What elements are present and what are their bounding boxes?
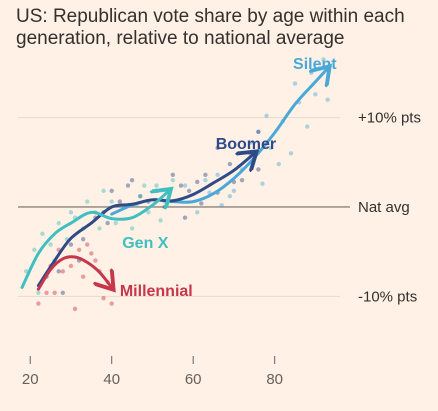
scatter-point-millennial-3 <box>60 269 66 274</box>
series-lines-layer <box>20 68 328 289</box>
scatter-point-genx-26 <box>142 183 147 188</box>
series-labels-layer: Silent Boomer Gen X Millennial <box>120 56 337 300</box>
scatter-point-boomer-16 <box>195 179 200 185</box>
scatter-point-genx-1 <box>32 247 37 253</box>
scatter-point-boomer-2 <box>68 242 74 247</box>
reference-label-2: -10% pts <box>358 288 417 305</box>
scatter-point-genx-4 <box>56 220 61 226</box>
scatter-point-millennial-2 <box>52 290 57 295</box>
scatter-point-silent-15 <box>203 177 208 183</box>
x-tick-label-3: 80 <box>266 371 283 388</box>
scatter-point-boomer-29 <box>182 215 188 220</box>
scatter-points-layer <box>23 57 330 312</box>
scatter-point-boomer-19 <box>227 161 233 167</box>
scatter-point-genx-10 <box>113 220 118 226</box>
scatter-point-silent-6 <box>248 140 253 145</box>
scatter-point-genx-20 <box>109 199 114 204</box>
scatter-point-boomer-22 <box>256 129 261 135</box>
series-line-boomer <box>36 153 254 288</box>
scatter-point-millennial-0 <box>36 301 41 306</box>
series-line-gen-x <box>20 191 169 289</box>
reference-label-0: +10% pts <box>358 110 421 127</box>
series-line-millennial <box>36 255 111 289</box>
scatter-point-boomer-6 <box>109 188 114 194</box>
reference-label-1: Nat avg <box>358 199 410 216</box>
scatter-point-boomer-30 <box>215 145 220 151</box>
scatter-point-boomer-27 <box>60 290 66 295</box>
scatter-point-genx-24 <box>68 210 74 215</box>
scatter-point-millennial-11 <box>80 274 86 279</box>
scatter-point-genx-7 <box>85 199 90 204</box>
scatter-point-millennial-6 <box>85 242 90 247</box>
series-label-gen-x: Gen X <box>122 235 169 252</box>
scatter-point-silent-13 <box>313 92 318 97</box>
scatter-point-boomer-1 <box>56 269 61 274</box>
scatter-point-silent-0 <box>182 183 188 188</box>
scatter-point-silent-10 <box>288 151 294 156</box>
scatter-point-millennial-9 <box>109 301 114 306</box>
scatter-point-silent-22 <box>325 97 330 102</box>
scatter-point-silent-24 <box>264 113 269 118</box>
scatter-point-boomer-31 <box>256 167 261 172</box>
scatter-point-silent-8 <box>268 145 273 151</box>
scatter-point-boomer-3 <box>80 236 86 242</box>
scatter-point-genx-12 <box>129 226 135 231</box>
scatter-point-genx-13 <box>138 194 143 199</box>
scatter-point-genx-17 <box>170 177 176 183</box>
scatter-point-silent-20 <box>292 81 298 86</box>
scatter-point-millennial-4 <box>68 263 74 269</box>
scatter-point-millennial-16 <box>89 251 94 256</box>
scatter-point-genx-23 <box>36 290 41 295</box>
scatter-point-boomer-11 <box>154 188 159 194</box>
scatter-point-millennial-5 <box>76 247 82 253</box>
scatter-point-millennial-14 <box>72 306 78 312</box>
scatter-point-boomer-28 <box>105 220 110 226</box>
scatter-point-millennial-7 <box>93 258 98 263</box>
series-label-boomer: Boomer <box>216 136 276 153</box>
chart-title: US: Republican vote share by age within … <box>16 6 405 49</box>
x-tick-label-0: 20 <box>22 371 39 388</box>
scatter-point-silent-1 <box>195 210 200 215</box>
scatter-point-genx-25 <box>97 226 102 231</box>
series-label-silent: Silent <box>293 56 337 73</box>
scatter-point-boomer-25 <box>199 201 204 206</box>
scatter-point-boomer-24 <box>129 177 135 183</box>
scatter-point-silent-23 <box>231 188 237 194</box>
scatter-point-genx-2 <box>40 231 45 236</box>
scatter-point-boomer-7 <box>117 199 123 204</box>
series-label-millennial: Millennial <box>120 283 193 300</box>
scatter-point-silent-14 <box>321 57 326 62</box>
scatter-point-silent-16 <box>219 202 224 208</box>
scatter-point-boomer-12 <box>162 204 167 210</box>
scatter-point-genx-15 <box>154 183 159 188</box>
scatter-point-boomer-15 <box>186 188 192 194</box>
scatter-point-genx-22 <box>158 218 163 223</box>
scatter-point-silent-4 <box>227 194 233 199</box>
scatter-point-millennial-1 <box>44 290 49 295</box>
scatter-point-boomer-17 <box>203 172 208 177</box>
scatter-point-boomer-13 <box>170 172 176 177</box>
x-tick-label-1: 40 <box>103 371 120 388</box>
scatter-point-silent-18 <box>256 129 261 135</box>
x-tick-label-2: 60 <box>185 371 202 388</box>
scatter-point-genx-3 <box>48 242 53 247</box>
scatter-point-genx-9 <box>101 188 106 194</box>
scatter-point-boomer-8 <box>125 183 131 188</box>
scatter-point-silent-19 <box>276 161 281 167</box>
x-axis-layer: 20 40 60 80 <box>22 356 283 388</box>
scatter-point-silent-7 <box>260 181 265 186</box>
scatter-point-boomer-14 <box>178 183 184 188</box>
scatter-point-silent-12 <box>305 124 310 129</box>
scatter-point-boomer-9 <box>138 194 143 199</box>
reference-lines-layer: +10% pts Nat avg -10% pts <box>18 110 421 305</box>
scatter-point-millennial-8 <box>101 295 106 301</box>
scatter-point-boomer-20 <box>239 177 245 183</box>
scatter-point-genx-14 <box>146 210 151 215</box>
scatter-point-silent-3 <box>215 172 220 177</box>
